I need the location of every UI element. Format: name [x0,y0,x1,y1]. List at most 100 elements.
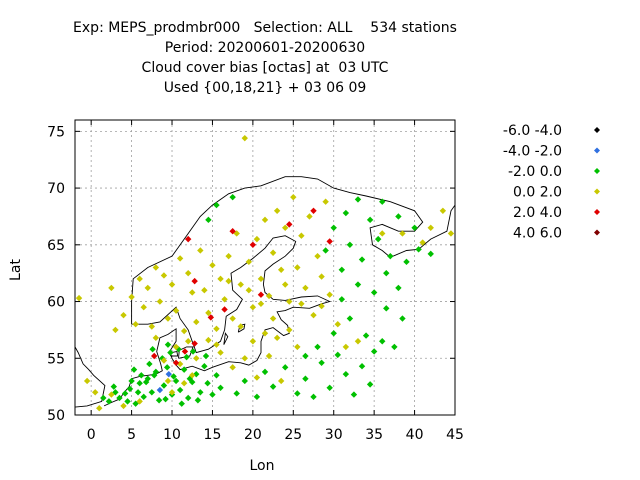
data-point [286,221,293,228]
data-point [322,247,329,254]
data-point [225,252,232,260]
legend-label: -4.0 -2.0 [503,144,562,160]
coastline-path [74,346,106,408]
data-point [205,309,212,317]
data-point [168,389,176,396]
data-point [140,304,147,311]
x-tick-label: 30 [325,427,343,443]
y-tick-label: 70 [47,181,65,197]
data-point [379,338,386,345]
data-point [447,230,455,237]
data-point [197,389,204,396]
legend-marker [594,209,600,215]
data-point [326,291,333,298]
data-point [277,377,285,385]
data-point [350,391,358,398]
data-point [269,249,277,256]
data-point [193,318,200,326]
data-point [172,343,180,351]
data-point [273,334,281,342]
data-point [310,207,317,214]
data-point [110,383,118,390]
data-point [419,239,426,246]
data-point [286,298,293,305]
data-point [370,289,378,296]
data-point [261,368,269,376]
data-point [411,224,418,231]
data-point [156,298,164,305]
y-axis-label: Lat [8,259,24,281]
y-tick-label: 55 [47,351,65,367]
legend-marker [594,127,600,133]
data-point [92,389,99,396]
data-point [124,398,131,405]
data-point [217,384,224,391]
coastline-path [131,176,456,325]
y-tick-label: 75 [47,124,65,140]
data-point [358,363,366,370]
data-point [217,349,224,356]
data-point [160,272,168,279]
legend-label: 2.0 4.0 [513,205,562,221]
data-point [136,398,143,405]
data-point [282,224,289,231]
data-point [237,281,244,288]
data-point [189,378,196,386]
data-point [358,256,366,263]
y-tick-label: 65 [47,238,65,254]
data-point [306,213,313,220]
data-point [168,281,176,288]
data-point [159,355,166,362]
data-point [362,332,370,339]
data-point [184,338,192,345]
data-point [108,391,115,398]
data-point [257,291,265,298]
x-tick-label: 5 [127,427,136,443]
plot-frame [74,119,456,416]
data-point [257,300,265,308]
data-point [233,390,240,397]
data-point [330,224,337,231]
data-point [298,300,305,308]
data-point [427,250,434,258]
data-point [314,343,321,351]
data-point [112,326,119,334]
data-point [342,209,350,217]
data-point [213,372,220,379]
data-point [126,385,134,393]
data-point [229,364,236,371]
data-point [189,289,196,296]
data-point [302,375,309,382]
data-point [128,293,135,301]
data-point [172,359,180,367]
x-tick-label: 10 [163,427,181,443]
data-point [399,230,406,237]
data-point [257,275,265,283]
data-point [237,323,244,330]
x-axis-label: Lon [250,458,275,474]
coastline-path [223,332,229,345]
legend-marker [594,147,600,154]
legend-marker [594,229,600,236]
chart-title-line-4: Used {00,18,21} + 03 06 09 [163,80,367,96]
data-point [261,216,269,224]
data-point [152,264,160,271]
data-point [338,266,346,273]
data-point [138,372,145,379]
data-point [379,230,386,237]
data-point [346,315,354,322]
data-point [193,355,200,362]
data-point [221,296,228,303]
data-point [146,360,153,368]
data-point [160,382,168,389]
data-point [105,398,113,405]
data-point [294,264,301,271]
data-point [96,404,103,412]
data-point [439,207,447,214]
data-point [269,383,277,390]
data-point [342,343,350,351]
data-point [338,296,346,303]
data-point [241,355,248,362]
legend-entry: 2.0 4.0 [513,205,600,221]
data-point [273,207,281,214]
